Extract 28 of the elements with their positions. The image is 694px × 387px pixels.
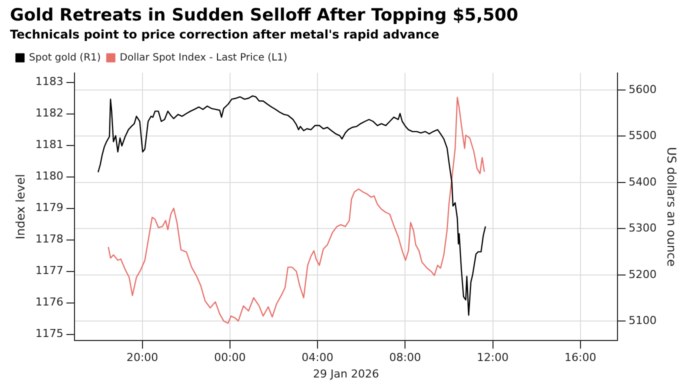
y-tick-label: 1177 (35, 264, 64, 278)
chart-subtitle: Technicals point to price correction after metal's rapid advance (10, 28, 440, 42)
y2-tick-label: 5100 (628, 314, 657, 328)
y-tick-label: 1176 (35, 296, 64, 309)
chart-title: Gold Retreats in Sudden Selloff After Topping $5,500 (10, 6, 518, 26)
y2-tick-label: 5600 (628, 82, 657, 96)
legend-label: Dollar Spot Index - Last Price (L1) (120, 52, 288, 64)
y-tick-label: 1180 (35, 170, 64, 183)
y2-tick-label: 5500 (628, 129, 657, 142)
y-tick-label: 1175 (35, 327, 64, 340)
y-tick-label: 1178 (35, 232, 64, 246)
y-tick-label: 1179 (35, 201, 64, 214)
x-tick-label: 08:00 (389, 351, 421, 364)
x-tick-label: 16:00 (564, 351, 596, 364)
y-tick-label: 1181 (35, 138, 64, 152)
x-tick-label: 20:00 (126, 351, 158, 364)
y2-tick-label: 5200 (628, 268, 657, 281)
x-tick-label: 04:00 (302, 351, 334, 364)
x-tick-label: 00:00 (214, 351, 246, 364)
y-tick-label: 1182 (35, 106, 64, 120)
legend-label: Spot gold (R1) (29, 52, 101, 64)
y2-tick-label: 5300 (628, 222, 657, 235)
x-axis-title: 29 Jan 2026 (313, 367, 379, 380)
y-tick-label: 1183 (35, 75, 64, 88)
x-tick-label: 12:00 (476, 351, 509, 364)
y2-tick-label: 5400 (628, 175, 657, 188)
y-axis-title: Index level (13, 174, 28, 240)
y2-axis-title: US dollars an ounce (664, 146, 679, 266)
